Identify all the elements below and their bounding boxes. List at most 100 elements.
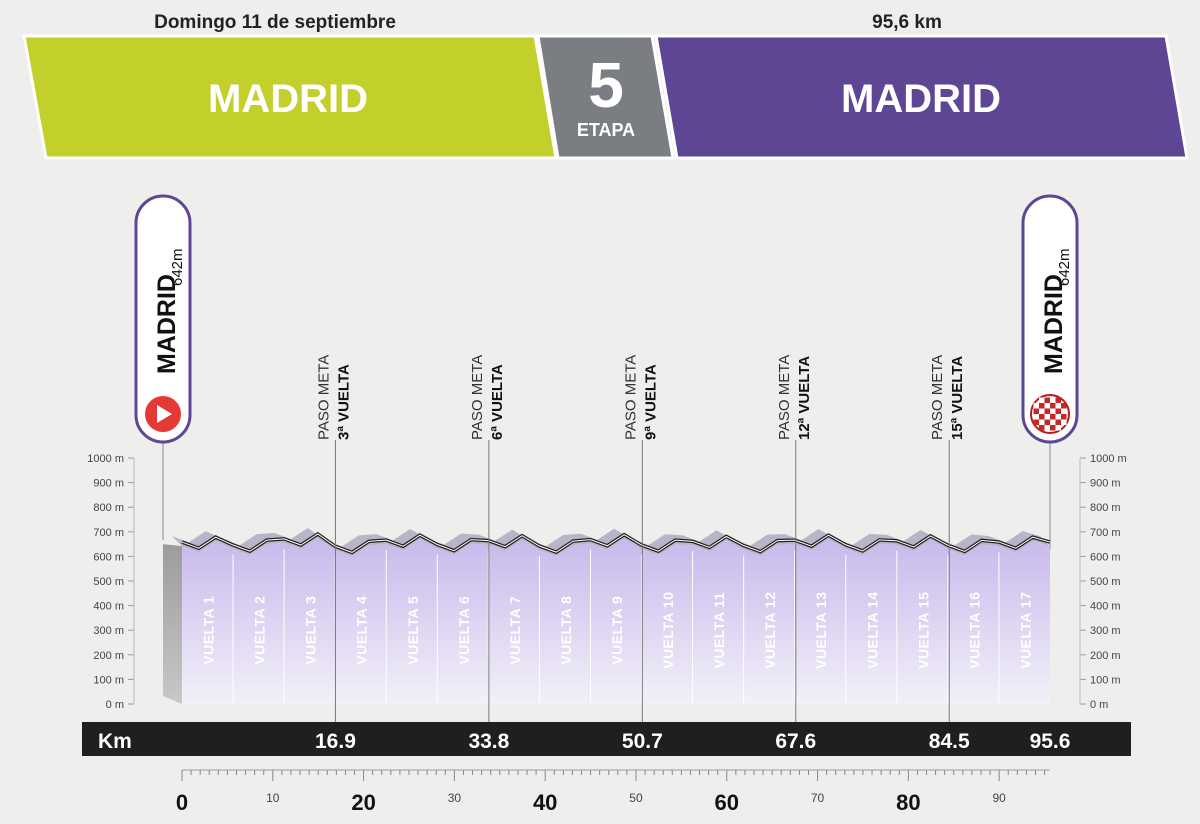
y-tick-label-left: 200 m bbox=[93, 650, 124, 662]
lap-label: VUELTA 11 bbox=[711, 592, 727, 669]
checker-square bbox=[1039, 408, 1045, 414]
y-tick-label-left: 600 m bbox=[93, 551, 124, 563]
checker-square bbox=[1050, 408, 1056, 414]
y-tick-label-left: 500 m bbox=[93, 576, 124, 588]
profile-side-face bbox=[163, 544, 182, 704]
km-mark: 16.9 bbox=[315, 730, 356, 753]
y-tick-label-left: 400 m bbox=[93, 601, 124, 613]
y-tick-label-left: 700 m bbox=[93, 527, 124, 539]
lap-label: VUELTA 7 bbox=[507, 596, 523, 665]
y-tick-label-right: 100 m bbox=[1090, 674, 1121, 686]
y-tick-label-right: 200 m bbox=[1090, 650, 1121, 662]
pass-label-line1: PASO META bbox=[315, 355, 332, 440]
x-major-tick-label: 80 bbox=[896, 790, 920, 815]
checker-square bbox=[1055, 408, 1061, 414]
finish-marker-altitude: 642m bbox=[1056, 248, 1073, 286]
km-mark: 67.6 bbox=[775, 730, 816, 753]
y-axis-left: 0 m 100 m 200 m 300 m 400 m 500 m 600 m 700 m 80… bbox=[87, 453, 135, 711]
km-marks: 16.9 33.8 50.7 67.6 84.5 95.6 bbox=[315, 730, 1070, 753]
lap-label: VUELTA 16 bbox=[966, 592, 982, 669]
y-tick-label-left: 100 m bbox=[93, 674, 124, 686]
profile-road-highlight bbox=[181, 533, 1051, 553]
checker-square bbox=[1055, 414, 1061, 420]
checker-square bbox=[1044, 397, 1050, 403]
checker-square bbox=[1055, 419, 1061, 425]
x-major-tick-label: 20 bbox=[351, 790, 375, 815]
lap-label: VUELTA 6 bbox=[456, 596, 472, 665]
checker-square bbox=[1033, 408, 1039, 414]
lap-label: VUELTA 17 bbox=[1017, 592, 1033, 669]
checker-square bbox=[1061, 403, 1067, 409]
checker-square bbox=[1039, 414, 1045, 420]
finish-pass-markers: PASO META 3ª VUELTA PASO META 6ª VUELTA PASO… bbox=[315, 355, 966, 722]
y-tick-label-right: 400 m bbox=[1090, 601, 1121, 613]
lap-label: VUELTA 2 bbox=[252, 596, 268, 665]
pass-label-line2: 12ª VUELTA bbox=[796, 356, 813, 440]
checker-square bbox=[1044, 403, 1050, 409]
checker-square bbox=[1050, 403, 1056, 409]
x-minor-tick-label: 50 bbox=[629, 791, 643, 805]
start-city-name: MADRID bbox=[208, 77, 368, 121]
y-tick-label-right: 500 m bbox=[1090, 576, 1121, 588]
lap-label: VUELTA 4 bbox=[354, 596, 370, 665]
x-minor-tick-label: 30 bbox=[448, 791, 462, 805]
y-axis-right: 0 m 100 m 200 m 300 m 400 m 500 m 600 m 700 m 80… bbox=[1079, 453, 1127, 711]
checker-square bbox=[1061, 408, 1067, 414]
y-tick-label-right: 900 m bbox=[1090, 478, 1121, 490]
checker-square bbox=[1033, 414, 1039, 420]
lap-label: VUELTA 14 bbox=[864, 592, 880, 669]
km-bar: Km 16.9 33.8 50.7 67.6 84.5 95.6 bbox=[82, 722, 1131, 756]
x-major-tick-label: 40 bbox=[533, 790, 557, 815]
checker-square bbox=[1044, 408, 1050, 414]
checker-square bbox=[1033, 419, 1039, 425]
x-major-tick-label: 0 bbox=[176, 790, 188, 815]
elevation-chart: 0 m 100 m 200 m 300 m 400 m 500 m 600 m 700 m 80… bbox=[87, 355, 1127, 722]
stage-label: ETAPA bbox=[577, 120, 635, 140]
stage-date: Domingo 11 de septiembre bbox=[154, 12, 396, 33]
play-icon bbox=[143, 394, 183, 434]
km-mark: 95.6 bbox=[1030, 730, 1071, 753]
lap-label: VUELTA 9 bbox=[609, 596, 625, 665]
checker-square bbox=[1050, 425, 1056, 431]
checker-square bbox=[1044, 425, 1050, 431]
stage-number: 5 bbox=[588, 49, 624, 121]
checker-square bbox=[1033, 403, 1039, 409]
lap-label: VUELTA 15 bbox=[915, 592, 931, 669]
checker-square bbox=[1039, 403, 1045, 409]
y-tick-label-right: 600 m bbox=[1090, 551, 1121, 563]
pass-label-line1: PASO META bbox=[469, 355, 486, 440]
finish-marker-pill bbox=[1021, 194, 1079, 444]
checker-square bbox=[1044, 414, 1050, 420]
start-marker: MADRID 642m bbox=[134, 194, 192, 540]
x-minor-tick-label: 10 bbox=[266, 791, 280, 805]
elevation-profile bbox=[163, 527, 1051, 704]
finish-marker: MADRID 642m bbox=[1021, 194, 1079, 550]
checker-square bbox=[1055, 397, 1061, 403]
checker-square bbox=[1039, 425, 1045, 431]
start-marker-name: MADRID bbox=[153, 274, 181, 374]
finish-city-name: MADRID bbox=[841, 77, 1001, 121]
lap-label: VUELTA 12 bbox=[762, 592, 778, 669]
y-tick-label-right: 0 m bbox=[1090, 699, 1108, 711]
start-marker-altitude: 642m bbox=[169, 248, 186, 286]
x-major-tick-label: 60 bbox=[715, 790, 739, 815]
profile-area bbox=[182, 537, 1050, 704]
checkered-flag-icon bbox=[1030, 394, 1070, 434]
checker-square bbox=[1050, 397, 1056, 403]
pass-label-line1: PASO META bbox=[929, 355, 946, 440]
stage-number-badge bbox=[536, 34, 675, 160]
finish-marker-name: MADRID bbox=[1040, 274, 1068, 374]
y-tick-label-right: 1000 m bbox=[1090, 453, 1127, 465]
km-mark: 84.5 bbox=[929, 730, 970, 753]
pass-label-line1: PASO META bbox=[776, 355, 793, 440]
x-minor-tick-label: 70 bbox=[811, 791, 825, 805]
x-axis: 0 20 40 60 80 10 30 50 70 90 bbox=[176, 769, 1050, 815]
y-tick-label-left: 900 m bbox=[93, 478, 124, 490]
lap-label: VUELTA 5 bbox=[405, 596, 421, 665]
checker-square bbox=[1050, 419, 1056, 425]
pass-label-line2: 3ª VUELTA bbox=[335, 364, 352, 440]
y-tick-label-left: 1000 m bbox=[87, 453, 124, 465]
start-city-banner bbox=[22, 34, 558, 160]
lap-label: VUELTA 1 bbox=[201, 596, 217, 665]
start-marker-pill bbox=[134, 194, 192, 444]
